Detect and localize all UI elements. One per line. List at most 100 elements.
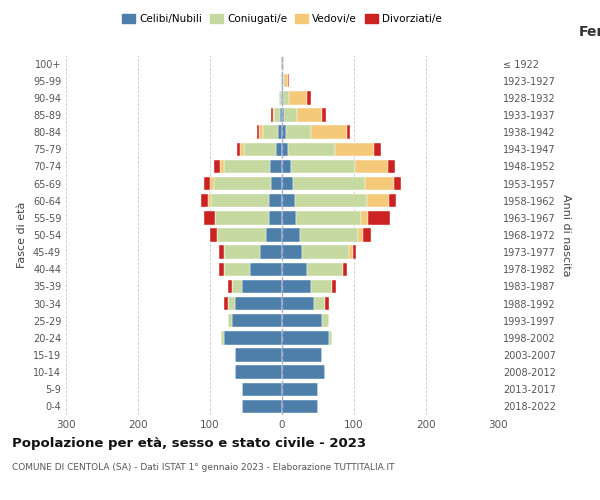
Bar (311, 280, 332, 293)
Bar (293, 177, 365, 190)
Bar (332, 280, 336, 293)
Bar (329, 331, 332, 344)
Bar (349, 246, 353, 259)
Bar (343, 262, 347, 276)
Bar (221, 331, 224, 344)
Bar (218, 246, 224, 259)
Bar (314, 297, 325, 310)
Bar (335, 142, 374, 156)
Bar (282, 160, 290, 173)
Bar (388, 160, 395, 173)
Bar (282, 57, 283, 70)
Bar (236, 142, 240, 156)
Bar (242, 400, 282, 413)
Bar (232, 314, 282, 328)
Bar (286, 126, 311, 139)
Bar (311, 126, 347, 139)
Bar (282, 177, 293, 190)
Bar (307, 262, 343, 276)
Bar (235, 297, 282, 310)
Bar (257, 126, 259, 139)
Bar (283, 74, 284, 88)
Bar (282, 194, 295, 207)
Y-axis label: Fasce di età: Fasce di età (17, 202, 27, 268)
Bar (224, 262, 250, 276)
Bar (208, 194, 211, 207)
Bar (282, 280, 311, 293)
Bar (282, 91, 283, 104)
Bar (242, 382, 282, 396)
Bar (364, 228, 371, 241)
Bar (228, 280, 232, 293)
Bar (282, 142, 288, 156)
Bar (297, 108, 322, 122)
Bar (242, 280, 282, 293)
Bar (271, 108, 272, 122)
Bar (296, 211, 361, 224)
Bar (224, 246, 260, 259)
Bar (282, 108, 284, 122)
Bar (325, 297, 329, 310)
Bar (307, 91, 311, 104)
Bar (259, 126, 263, 139)
Bar (271, 160, 282, 173)
Bar (224, 160, 271, 173)
Bar (282, 228, 300, 241)
Bar (288, 142, 335, 156)
Bar (389, 194, 396, 207)
Text: Femmine: Femmine (579, 25, 600, 39)
Bar (210, 228, 217, 241)
Bar (302, 246, 349, 259)
Bar (271, 177, 282, 190)
Bar (214, 177, 271, 190)
Bar (240, 142, 244, 156)
Bar (282, 246, 302, 259)
Bar (282, 211, 296, 224)
Bar (224, 331, 282, 344)
Bar (282, 400, 318, 413)
Bar (355, 160, 388, 173)
Bar (322, 314, 329, 328)
Text: Popolazione per età, sesso e stato civile - 2023: Popolazione per età, sesso e stato civil… (12, 438, 366, 450)
Bar (295, 194, 367, 207)
Bar (244, 142, 276, 156)
Bar (210, 177, 214, 190)
Bar (263, 126, 278, 139)
Bar (274, 108, 280, 122)
Bar (282, 74, 283, 88)
Bar (300, 228, 358, 241)
Bar (260, 246, 282, 259)
Bar (281, 74, 282, 88)
Bar (282, 331, 329, 344)
Bar (280, 108, 282, 122)
Bar (288, 74, 289, 88)
Bar (218, 262, 224, 276)
Bar (269, 194, 282, 207)
Bar (281, 91, 282, 104)
Bar (250, 262, 282, 276)
Bar (358, 228, 364, 241)
Bar (279, 91, 281, 104)
Bar (276, 142, 282, 156)
Bar (365, 177, 394, 190)
Bar (283, 91, 289, 104)
Bar (289, 91, 307, 104)
Bar (215, 211, 269, 224)
Bar (228, 297, 235, 310)
Bar (266, 228, 282, 241)
Bar (272, 108, 274, 122)
Bar (228, 314, 232, 328)
Bar (235, 366, 282, 379)
Bar (235, 348, 282, 362)
Bar (282, 297, 314, 310)
Bar (278, 126, 282, 139)
Bar (214, 160, 220, 173)
Bar (284, 108, 297, 122)
Text: COMUNE DI CENTOLA (SA) - Dati ISTAT 1° gennaio 2023 - Elaborazione TUTTITALIA.IT: COMUNE DI CENTOLA (SA) - Dati ISTAT 1° g… (12, 462, 395, 471)
Bar (283, 57, 284, 70)
Bar (217, 228, 266, 241)
Bar (269, 211, 282, 224)
Legend: Celibi/Nubili, Coniugati/e, Vedovi/e, Divorziati/e: Celibi/Nubili, Coniugati/e, Vedovi/e, Di… (118, 10, 446, 29)
Bar (290, 160, 355, 173)
Bar (282, 382, 318, 396)
